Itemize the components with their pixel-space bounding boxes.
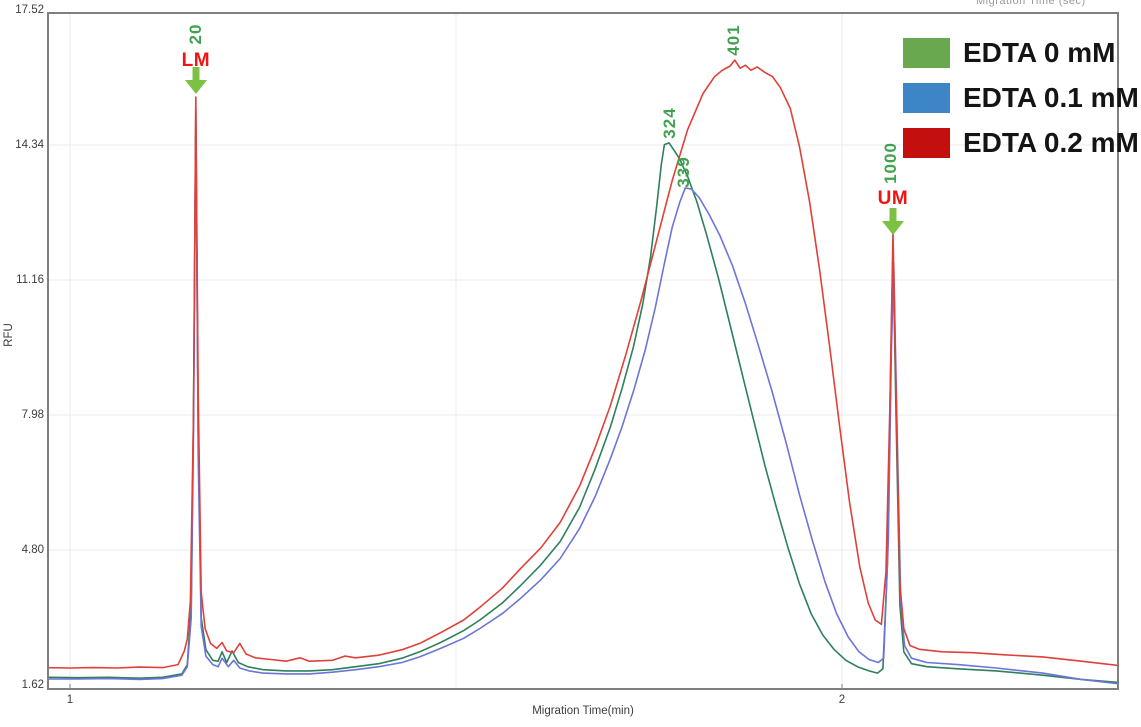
legend: EDTA 0 mM EDTA 0.1 mM EDTA 0.2 mM bbox=[903, 38, 1139, 173]
y-tick-label: 11.16 bbox=[16, 273, 44, 286]
trace-edta-0-2-mm bbox=[49, 59, 1117, 669]
legend-item: EDTA 0 mM bbox=[903, 38, 1139, 68]
y-axis-title: RFU bbox=[3, 323, 15, 347]
x-tick-label: 2 bbox=[838, 694, 846, 706]
legend-swatch-red bbox=[903, 128, 950, 158]
legend-item: EDTA 0.2 mM bbox=[903, 128, 1139, 158]
legend-swatch-blue bbox=[903, 83, 950, 113]
legend-label: EDTA 0 mM bbox=[963, 37, 1116, 68]
legend-item: EDTA 0.1 mM bbox=[903, 83, 1139, 113]
trace-edta-0-mm bbox=[49, 111, 1117, 684]
legend-label: EDTA 0.2 mM bbox=[963, 127, 1139, 158]
clipped-caption-text: Migration Time (sec) bbox=[976, 0, 1086, 7]
x-axis-title: Migration Time(min) bbox=[532, 705, 634, 717]
trace-edta-0-1-mm bbox=[49, 107, 1117, 685]
y-tick-label: 14.34 bbox=[15, 138, 44, 151]
plot-area bbox=[47, 12, 1119, 690]
x-tick-label: 1 bbox=[66, 694, 74, 706]
y-tick-label: 4.80 bbox=[21, 543, 44, 556]
y-tick-label: 7.98 bbox=[21, 408, 44, 421]
chromatogram-traces bbox=[49, 14, 1117, 688]
y-tick-label: 1.62 bbox=[21, 678, 44, 691]
legend-label: EDTA 0.1 mM bbox=[963, 82, 1139, 113]
legend-swatch-green bbox=[903, 38, 950, 68]
y-tick-label: 17.52 bbox=[15, 4, 44, 16]
